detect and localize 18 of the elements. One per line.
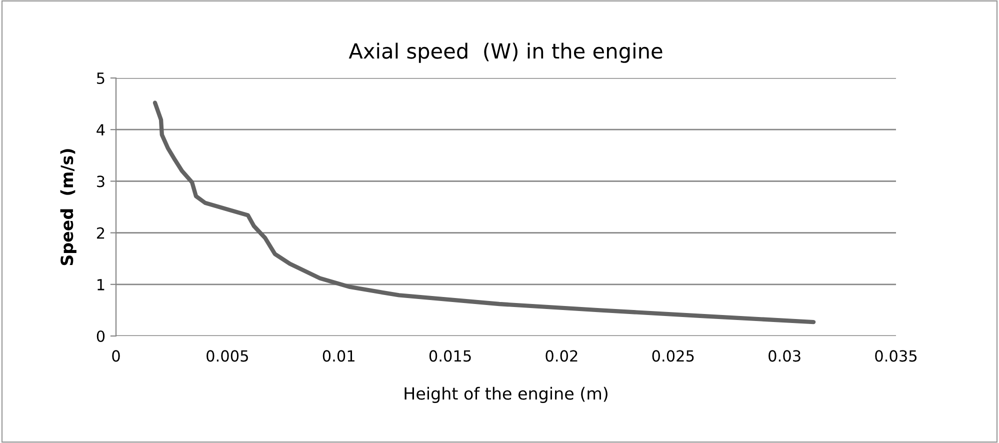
y-tick-label: 2 xyxy=(96,227,104,239)
x-tick-label: 0.035 xyxy=(875,350,917,362)
x-tick-label: 0.005 xyxy=(206,350,248,362)
y-tick-label: 5 xyxy=(97,72,104,84)
y-tick-label: 3 xyxy=(97,176,104,188)
x-axis-title: Height of the engine (m) xyxy=(404,386,608,404)
y-tick-label: 0 xyxy=(96,330,105,342)
line-series xyxy=(152,100,816,324)
chart-title: Axial speed (W) in the engine xyxy=(348,42,662,63)
y-tick-label: 4 xyxy=(96,124,105,136)
x-tick-label: 0.03 xyxy=(768,350,800,362)
y-axis-title: Speed (m/s) xyxy=(60,149,76,266)
y-tick-label: 1 xyxy=(98,279,104,290)
x-tick-label: 0.02 xyxy=(546,350,578,362)
x-tick-label: 0.015 xyxy=(429,350,471,362)
x-tick-label: 0.01 xyxy=(322,350,354,362)
x-tick-label: 0.025 xyxy=(652,350,694,362)
x-tick-label: 0 xyxy=(112,350,120,362)
